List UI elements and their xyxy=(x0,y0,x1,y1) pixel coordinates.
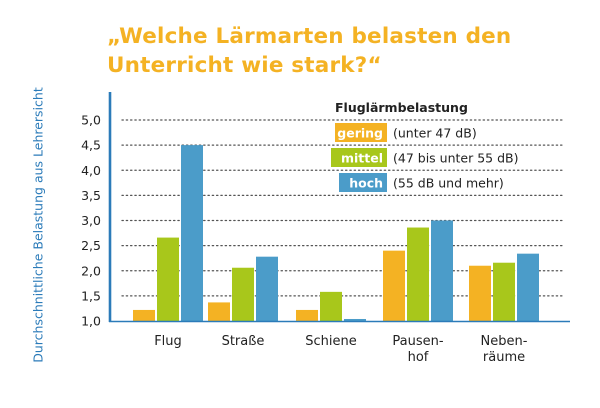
bar-hoch-1 xyxy=(256,256,278,321)
legend-text-hoch: (55 dB und mehr) xyxy=(393,176,504,191)
y-tick-label: 3,5 xyxy=(81,188,101,203)
legend-badge-gering: gering xyxy=(337,126,383,141)
chart-title-line-2: Unterricht wie stark?“ xyxy=(107,53,382,78)
bar-mittel-3 xyxy=(407,227,429,321)
legend-swatch-gering xyxy=(335,123,387,142)
x-category-label: Pausen- xyxy=(392,334,443,349)
bar-gering-4 xyxy=(469,265,491,321)
legend-swatch-hoch xyxy=(339,173,387,192)
x-category-label: Schiene xyxy=(305,334,357,349)
bar-mittel-2 xyxy=(320,291,342,321)
legend-text-gering: (unter 47 dB) xyxy=(393,126,477,141)
bar-gering-2 xyxy=(296,309,318,321)
y-tick-label: 4,5 xyxy=(81,138,101,153)
legend-swatch-mittel xyxy=(331,148,387,167)
bar-mittel-0 xyxy=(157,237,179,321)
y-tick-label: 1,5 xyxy=(81,288,101,303)
chart-title-line-1: „Welche Lärmarten belasten den xyxy=(107,24,512,49)
y-tick-label: 5,0 xyxy=(81,113,101,128)
x-category-label: Neben- xyxy=(481,334,528,349)
y-tick-label: 1,0 xyxy=(81,314,101,329)
x-category-label: Straße xyxy=(222,334,265,349)
bar-hoch-3 xyxy=(431,220,453,321)
legend-badge-hoch: hoch xyxy=(349,176,383,191)
y-tick-label: 2,0 xyxy=(81,263,101,278)
legend-text-mittel: (47 bis unter 55 dB) xyxy=(393,151,518,166)
bar-mittel-1 xyxy=(232,267,254,321)
x-category-label: Flug xyxy=(154,334,182,349)
chart-title: „Welche Lärmarten belasten den Unterrich… xyxy=(107,22,587,80)
y-tick-label: 4,0 xyxy=(81,163,101,178)
bar-gering-1 xyxy=(208,302,230,321)
legend-badge-mittel: mittel xyxy=(341,151,383,166)
bar-gering-3 xyxy=(383,250,405,321)
legend-title: Fluglärmbelastung xyxy=(335,100,468,115)
x-category-label: räume xyxy=(483,350,525,365)
bar-gering-0 xyxy=(133,309,155,321)
bar-hoch-0 xyxy=(181,145,203,321)
bar-mittel-4 xyxy=(493,262,515,321)
bar-hoch-2 xyxy=(344,318,366,321)
x-category-label: hof xyxy=(408,350,429,365)
bar-hoch-4 xyxy=(517,253,539,321)
y-tick-label: 3,0 xyxy=(81,213,101,228)
y-tick-label: 2,5 xyxy=(81,238,101,253)
